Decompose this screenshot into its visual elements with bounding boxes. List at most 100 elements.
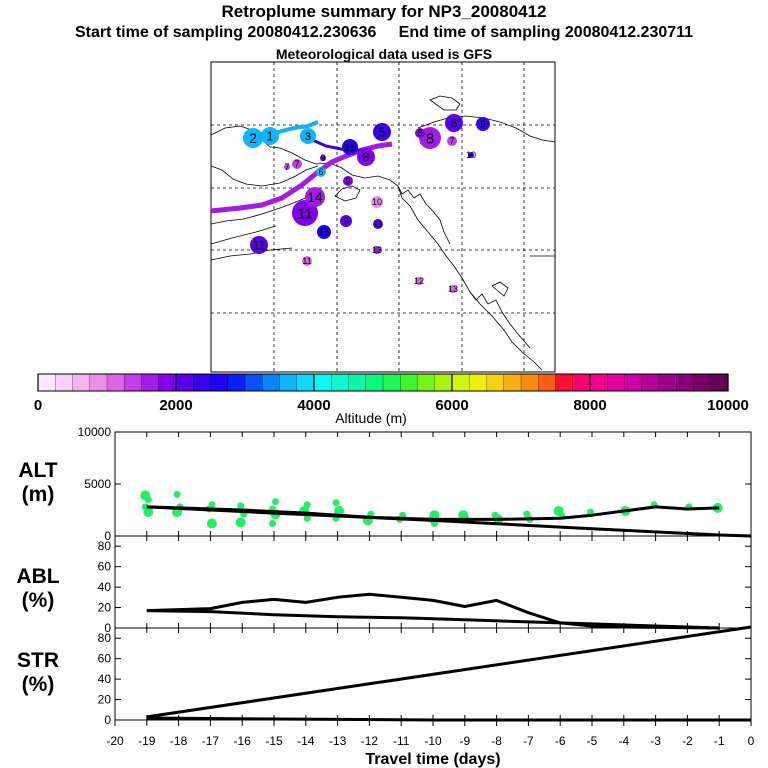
colorbar-cell — [72, 373, 91, 392]
y-tick-label: 10000 — [78, 425, 112, 439]
y-tick-label: 60 — [98, 652, 112, 666]
x-tick-label: -19 — [138, 734, 156, 748]
map-marker-label: 7 — [294, 159, 299, 169]
page-title: Retroplume summary for NP3_20080412 — [221, 2, 547, 21]
colorbar: 0 2000 4000 6000 8000 10000 Altitude (m) — [34, 373, 749, 426]
y-tick-label: 40 — [98, 672, 112, 686]
colorbar-cell — [676, 373, 695, 392]
colorbar-cell — [331, 373, 350, 392]
map-marker — [300, 128, 316, 144]
colorbar-cell — [262, 373, 281, 392]
series-line-upper — [146, 592, 720, 630]
colorbar-tick-label: 2000 — [159, 397, 192, 414]
y-tick-label: 0 — [104, 621, 111, 635]
y-tick-label: 0 — [104, 529, 111, 543]
colorbar-cell — [486, 373, 505, 392]
colorbar-cells — [37, 373, 729, 392]
colorbar-tick-label: 0 — [34, 397, 42, 414]
colorbar-cell — [520, 373, 539, 392]
y-tick-label: 40 — [98, 580, 112, 594]
alt-data-point — [237, 502, 245, 510]
x-tick-label: -16 — [234, 734, 252, 748]
map-marker-label: 1 — [266, 129, 273, 143]
map-marker-label: 13 — [448, 284, 458, 294]
x-tick-label: -20 — [106, 734, 124, 748]
x-tick-label: -14 — [297, 734, 315, 748]
map-marker — [415, 128, 425, 138]
map-marker — [243, 128, 263, 148]
map-marker — [415, 277, 423, 285]
map-marker — [373, 219, 383, 229]
colorbar-cell — [175, 373, 194, 392]
x-tick-label: -17 — [202, 734, 220, 748]
map-graticule — [211, 62, 555, 372]
colorbar-cell — [382, 373, 401, 392]
colorbar-cell — [106, 373, 125, 392]
map-frame — [210, 61, 556, 373]
map-marker — [305, 187, 325, 207]
str-axis-label-top: STR — [17, 649, 59, 672]
colorbar-tick-label: 4000 — [297, 397, 330, 414]
alt-data-point — [272, 498, 279, 506]
map-marker — [468, 152, 474, 158]
map-marker-label: 7 — [449, 136, 454, 146]
map-marker — [302, 256, 312, 266]
travel-time-ticks: -20 -19 -18 -17 -16 -15 -14 -13 -12 -11 -10 -9 -8 -7-… — [106, 720, 755, 748]
colorbar-cell — [296, 373, 315, 392]
map-marker-label: 11 — [252, 238, 265, 252]
x-tick-label: -12 — [361, 734, 379, 748]
str-axis-label-unit: (%) — [22, 673, 55, 696]
y-tick-label: 80 — [98, 539, 112, 553]
x-tick-label: -10 — [424, 734, 442, 748]
map-marker — [371, 196, 383, 208]
map-marker — [250, 236, 268, 254]
map-marker-label: 2 — [249, 130, 257, 146]
map-marker-label: 9 — [343, 216, 348, 226]
abl-axis-label-top: ABL — [16, 565, 59, 588]
x-tick-label: -4 — [618, 734, 629, 748]
colorbar-cell — [693, 373, 712, 392]
map-marker — [320, 155, 326, 161]
colorbar-cell — [503, 373, 522, 392]
colorbar-tick-label: 6000 — [435, 397, 468, 414]
map-marker — [292, 159, 302, 169]
map-marker — [340, 215, 352, 227]
colorbar-cell — [193, 373, 212, 392]
map-marker-label: 9 — [345, 176, 350, 186]
series-line-lower-envelope — [146, 505, 752, 538]
map-marker — [447, 136, 457, 146]
colorbar-cell — [210, 373, 229, 392]
map-marker-label: 3 — [305, 131, 311, 143]
map-coastline — [210, 95, 556, 371]
y-tick-label: 5000 — [84, 477, 111, 491]
colorbar-cell — [434, 373, 453, 392]
colorbar-cell — [469, 373, 488, 392]
map-marker-label: 5 — [378, 125, 385, 139]
colorbar-cell — [710, 373, 729, 392]
alt-data-point — [269, 520, 276, 528]
alt-data-point — [303, 514, 311, 522]
alt-data-point — [173, 490, 181, 498]
abl-plot: 0 20 40 60 80 — [98, 536, 752, 635]
series-line-lower — [146, 609, 720, 630]
map-marker — [373, 246, 381, 254]
map-marker-label: 8 — [417, 128, 422, 138]
met-data-label: Meteorological data used is GFS — [275, 46, 493, 62]
x-tick-label: -3 — [650, 734, 661, 748]
sampling-times: Start time of sampling 20080412.230636 E… — [0, 24, 768, 42]
map-marker — [292, 200, 318, 226]
alt-plot: 0 5000 10000 — [78, 425, 752, 543]
map-marker — [449, 285, 457, 293]
map-marker — [342, 139, 358, 155]
x-tick-label: -11 — [393, 734, 410, 748]
map-marker-label: 13 — [372, 245, 382, 255]
map-marker-label: 6 — [450, 116, 457, 130]
alt-data-point — [523, 510, 531, 518]
alt-data-point — [144, 496, 152, 504]
colorbar-cell — [279, 373, 298, 392]
map-marker — [373, 123, 391, 141]
map-marker — [261, 127, 279, 145]
colorbar-cell — [348, 373, 367, 392]
